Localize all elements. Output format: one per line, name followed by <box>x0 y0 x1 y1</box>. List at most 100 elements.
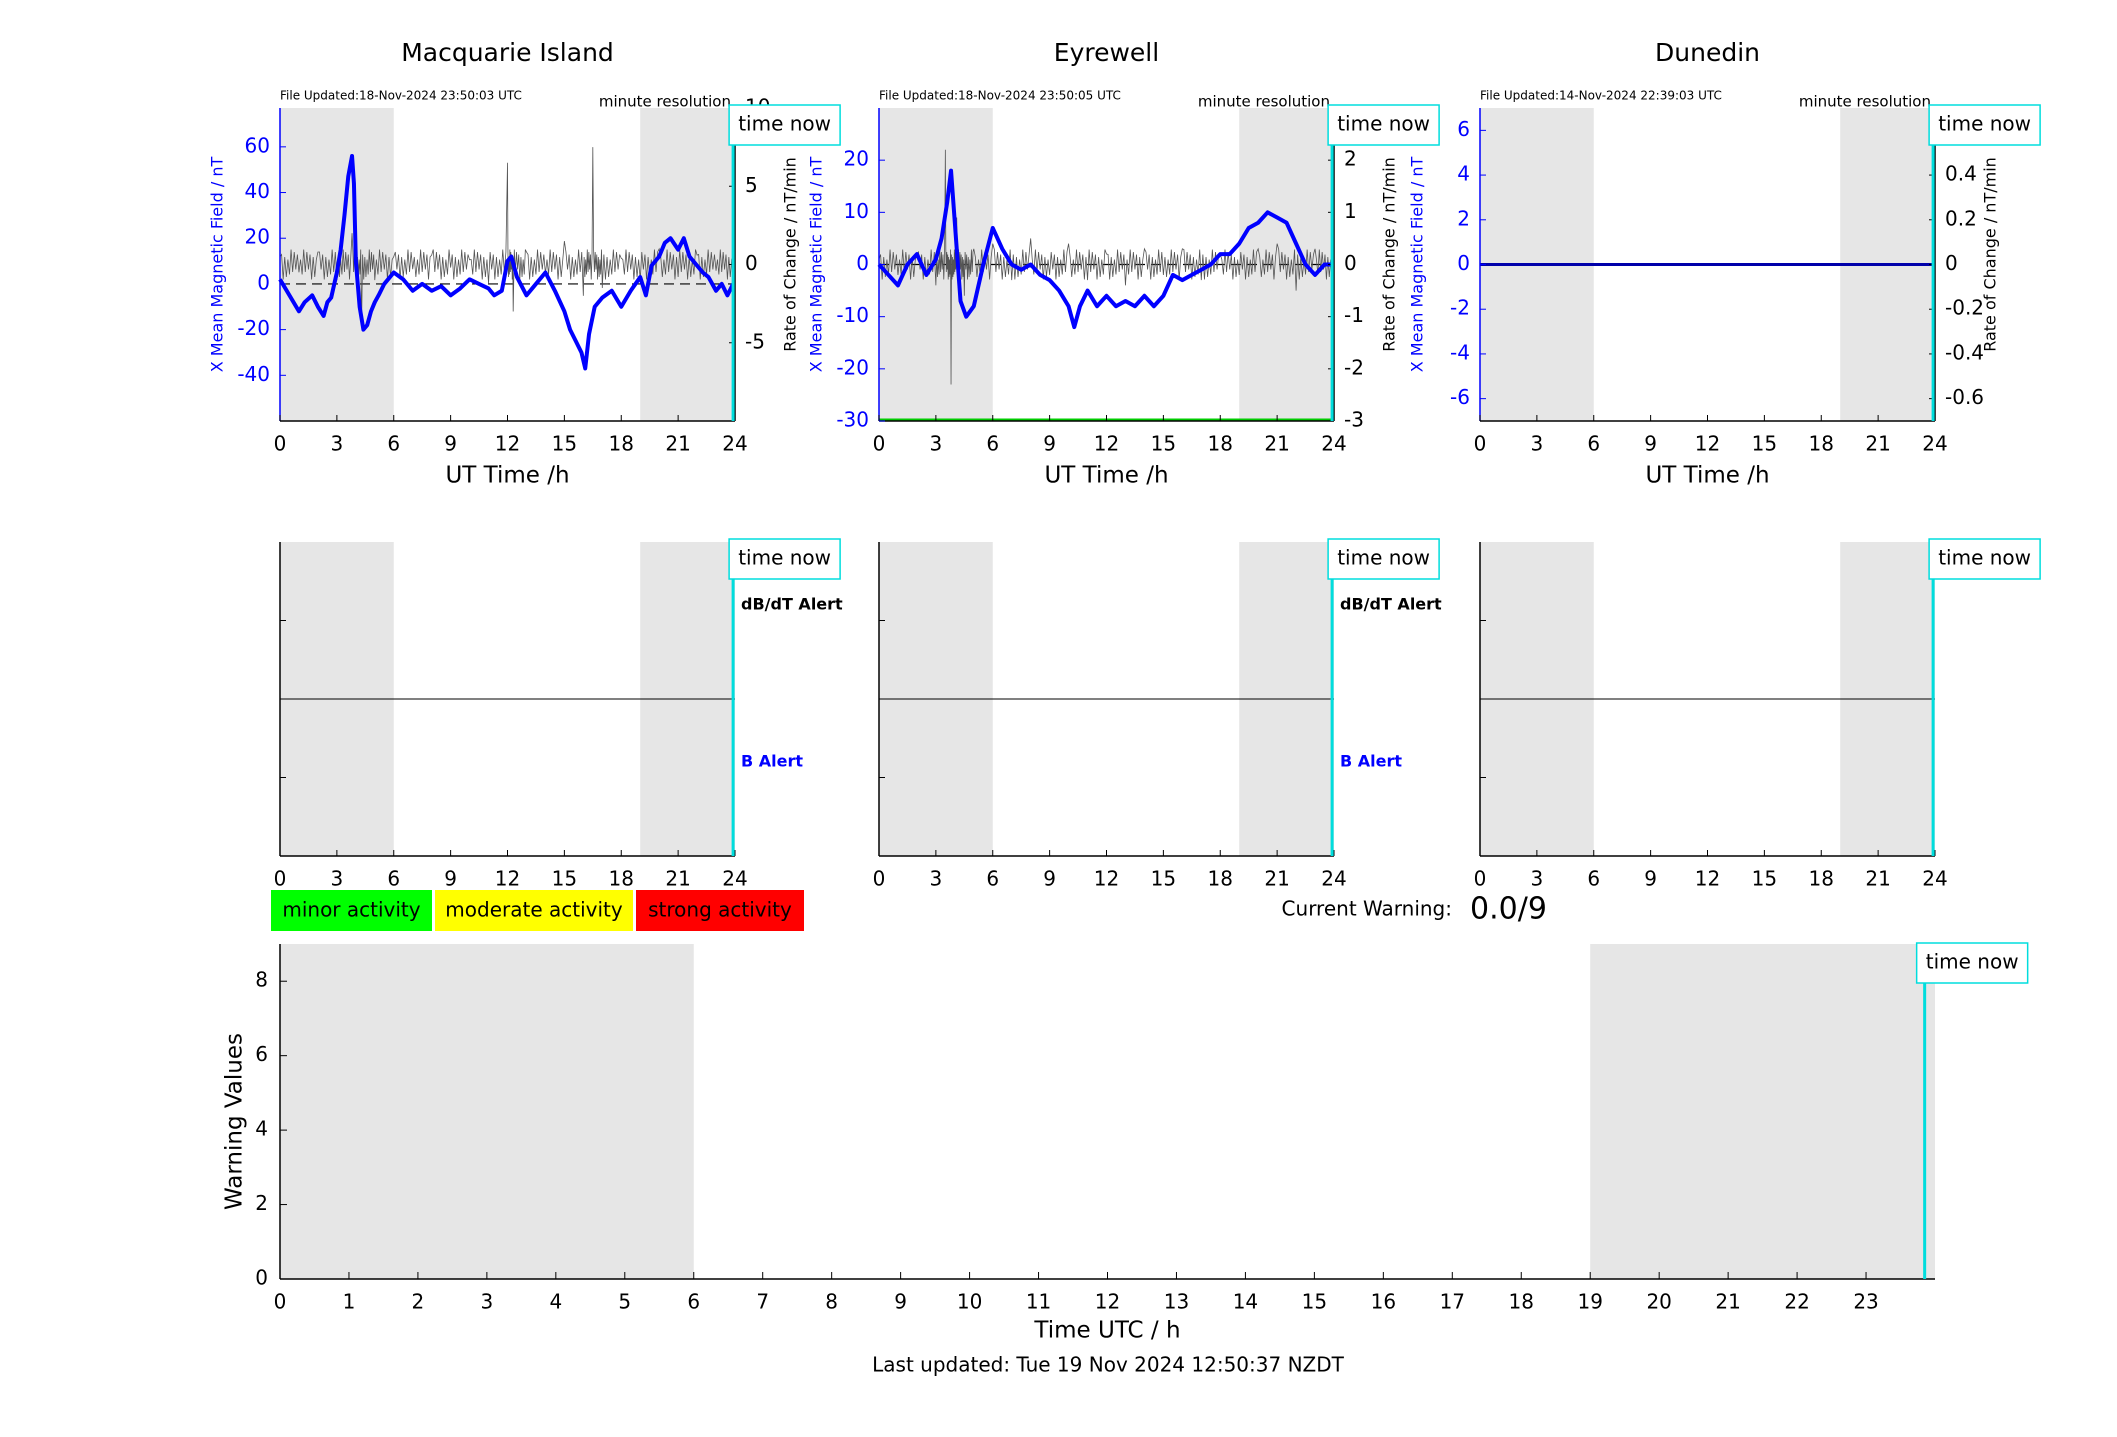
top-1-y2tick-label: 0 <box>1344 251 1357 275</box>
legend-strong-swatch <box>636 890 804 931</box>
top-0-title: Macquarie Island <box>401 38 614 67</box>
top-1-y2tick-label: -3 <box>1344 408 1364 432</box>
top-2-xtick-label: 24 <box>1922 432 1947 456</box>
mid-0-xtick-label: 15 <box>552 867 577 891</box>
top-2-xtick-label: 21 <box>1865 432 1890 456</box>
mid-1-dbdt-alert: dB/dT Alert <box>1340 595 1442 614</box>
top-2-xlabel: UT Time /h <box>1645 463 1769 489</box>
warn-ytick-label: 0 <box>255 1266 268 1290</box>
mid-0-xtick-label: 12 <box>495 867 520 891</box>
top-1-ytick-label: 0 <box>856 251 869 275</box>
top-1-title: Eyrewell <box>1054 38 1159 67</box>
top-1-ytick-label: 20 <box>844 147 869 171</box>
top-2-xtick-label: 12 <box>1695 432 1720 456</box>
warn-xtick-label: 20 <box>1646 1290 1671 1314</box>
top-1-xlabel: UT Time /h <box>1044 463 1168 489</box>
top-1-xtick-label: 21 <box>1264 432 1289 456</box>
legend-minor-swatch <box>271 890 432 931</box>
mid-2-xtick-label: 12 <box>1695 867 1720 891</box>
top-1-resolution: minute resolution <box>1198 93 1330 111</box>
mid-2-xtick-label: 24 <box>1922 867 1947 891</box>
top-2-time-now-label: time now <box>1938 112 2031 136</box>
top-0-file-updated: File Updated:18-Nov-2024 23:50:03 UTC <box>280 89 522 103</box>
mid-1-time-now-label: time now <box>1337 546 1430 570</box>
top-2-ytick-label: -4 <box>1450 340 1470 364</box>
top-0-time-now-label: time now <box>738 112 831 136</box>
legend-minor-label: minor activity <box>282 898 420 922</box>
mid-0-b-alert: B Alert <box>741 752 803 771</box>
warn-xtick-label: 14 <box>1233 1290 1258 1314</box>
mid-0-time-now-box <box>728 538 841 580</box>
top-2-ytick-label: -2 <box>1450 296 1470 320</box>
mid-2-xtick-label: 6 <box>1587 867 1600 891</box>
top-0-xtick-label: 6 <box>387 432 400 456</box>
warn-xtick-label: 6 <box>687 1290 700 1314</box>
warn-xtick-label: 8 <box>825 1290 838 1314</box>
top-0-xtick-label: 9 <box>444 432 457 456</box>
current-warning-value: 0.0/9 <box>1470 892 1547 927</box>
top-0-ytick-label: -20 <box>237 316 270 340</box>
top-1-file-updated: File Updated:18-Nov-2024 23:50:05 UTC <box>879 89 1121 103</box>
top-0-time-now-box <box>728 104 841 146</box>
mid-2-time-now-box <box>1928 538 2041 580</box>
warn-xtick-label: 18 <box>1509 1290 1534 1314</box>
top-1-ytick-label: -30 <box>836 408 869 432</box>
top-1-xtick-label: 9 <box>1043 432 1056 456</box>
warn-time-now-box <box>1915 942 2029 984</box>
warn-shade-1 <box>1590 944 1935 1279</box>
current-warning-label: Current Warning: <box>1282 897 1452 921</box>
top-2-ylabel-left: X Mean Magnetic Field / nT <box>1408 157 1427 373</box>
top-1-ytick-label: -10 <box>836 303 869 327</box>
top-1-ytick-label: 10 <box>844 199 869 223</box>
top-2-resolution: minute resolution <box>1799 93 1931 111</box>
top-0-xtick-label: 12 <box>495 432 520 456</box>
mid-1-xtick-label: 21 <box>1264 867 1289 891</box>
top-0-ytick-label: -40 <box>237 362 270 386</box>
warn-xtick-label: 12 <box>1095 1290 1120 1314</box>
top-0-xtick-label: 24 <box>722 432 747 456</box>
top-1-xtick-label: 18 <box>1208 432 1233 456</box>
top-1-y2tick-label: 2 <box>1344 147 1357 171</box>
warn-xtick-label: 2 <box>412 1290 425 1314</box>
footer-last-updated-text: Last updated: Tue 19 Nov 2024 12:50:37 N… <box>872 1353 1344 1377</box>
top-0-xtick-label: 3 <box>331 432 344 456</box>
mid-1-time-now-box <box>1327 538 1440 580</box>
warn-xlabel: Time UTC / h <box>1033 1318 1180 1344</box>
top-1-rate-line <box>878 149 1333 385</box>
warn-xtick-label: 1 <box>343 1290 356 1314</box>
mid-1-xtick-label: 12 <box>1094 867 1119 891</box>
top-1-xtick-label: 6 <box>986 432 999 456</box>
warn-xtick-label: 19 <box>1577 1290 1602 1314</box>
top-0-y2tick-label: 0 <box>745 251 758 275</box>
mid-2-xtick-label: 15 <box>1752 867 1777 891</box>
top-1-xtick-label: 3 <box>930 432 943 456</box>
top-0-xtick-label: 18 <box>609 432 634 456</box>
top-0-ytick-label: 20 <box>245 225 270 249</box>
mid-2-time-now-label: time now <box>1938 546 2031 570</box>
top-0-xtick-label: 21 <box>665 432 690 456</box>
top-1-xtick-label: 15 <box>1151 432 1176 456</box>
top-2-xtick-label: 6 <box>1587 432 1600 456</box>
mid-2-xtick-label: 3 <box>1531 867 1544 891</box>
top-2-title: Dunedin <box>1655 38 1760 67</box>
top-1-ylabel-left: X Mean Magnetic Field / nT <box>807 157 826 373</box>
top-2-ytick-label: 6 <box>1457 117 1470 141</box>
top-0-y2tick-label: 5 <box>745 173 758 197</box>
top-1-time-now-label: time now <box>1337 112 1430 136</box>
mid-0-xtick-label: 0 <box>274 867 287 891</box>
top-2-xtick-label: 9 <box>1644 432 1657 456</box>
warn-xtick-label: 23 <box>1853 1290 1878 1314</box>
top-2-ytick-label: 0 <box>1457 251 1470 275</box>
top-2-ylabel-right: Rate of Change / nT/min <box>1981 157 2000 352</box>
legend-moderate-label: moderate activity <box>445 898 623 922</box>
top-2-y2tick-label: 0.2 <box>1945 206 1977 230</box>
top-1-y2tick-label: 1 <box>1344 199 1357 223</box>
top-1-xtick-label: 0 <box>873 432 886 456</box>
top-0-y2tick-label: -5 <box>745 329 765 353</box>
top-2-xtick-label: 18 <box>1809 432 1834 456</box>
warn-xtick-label: 17 <box>1440 1290 1465 1314</box>
top-2-y2tick-label: -0.6 <box>1945 385 1984 409</box>
top-2-y2tick-label: 0.4 <box>1945 162 1977 186</box>
mid-0-xtick-label: 6 <box>387 867 400 891</box>
